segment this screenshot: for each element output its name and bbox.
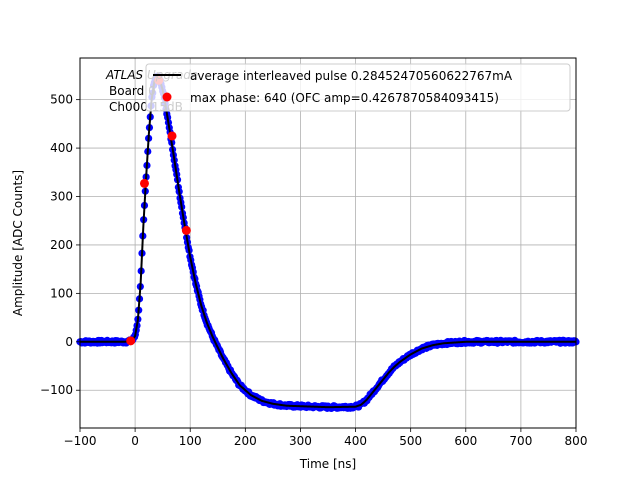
x-tick-label: 400 xyxy=(344,434,367,448)
x-tick-label: 600 xyxy=(454,434,477,448)
max-phase-markers xyxy=(126,75,191,346)
x-tick-label: 700 xyxy=(509,434,532,448)
y-tick-label: 200 xyxy=(50,238,73,252)
x-axis-ticks: −100 0 100 200 300 400 500 600 700 800 xyxy=(64,428,588,448)
y-tick-label: 0 xyxy=(65,335,73,349)
x-axis-label: Time [ns] xyxy=(299,457,356,471)
max-phase-point xyxy=(139,178,149,188)
x-tick-label: 0 xyxy=(131,434,139,448)
y-axis-ticks: −100 0 100 200 300 400 500 xyxy=(40,93,80,397)
legend-red-marker xyxy=(162,92,172,102)
max-phase-point xyxy=(167,131,177,141)
y-axis-label: Amplitude [ADC Counts] xyxy=(11,170,25,316)
annotation-line-2: Board 0 xyxy=(109,84,156,98)
max-phase-point xyxy=(126,336,136,346)
x-tick-label: 200 xyxy=(234,434,257,448)
x-tick-label: 500 xyxy=(399,434,422,448)
legend-entry-average: average interleaved pulse 0.284524705606… xyxy=(190,69,513,83)
y-tick-label: −100 xyxy=(40,383,73,397)
x-tick-label: 300 xyxy=(289,434,312,448)
plot-frame xyxy=(79,57,577,429)
max-phase-point xyxy=(181,225,191,235)
legend-entry-max-phase: max phase: 640 (OFC amp=0.42678705840934… xyxy=(190,91,499,105)
x-tick-label: 100 xyxy=(179,434,202,448)
legend-box xyxy=(145,63,571,112)
y-tick-label: 300 xyxy=(50,190,73,204)
x-tick-label: 800 xyxy=(565,434,588,448)
y-tick-label: 400 xyxy=(50,141,73,155)
x-tick-label: −100 xyxy=(64,434,97,448)
blue-sample-markers xyxy=(76,72,580,413)
legend: average interleaved pulse 0.284524705606… xyxy=(145,63,571,112)
average-pulse-line xyxy=(80,73,576,409)
y-tick-label: 100 xyxy=(50,286,73,300)
y-tick-label: 500 xyxy=(50,93,73,107)
